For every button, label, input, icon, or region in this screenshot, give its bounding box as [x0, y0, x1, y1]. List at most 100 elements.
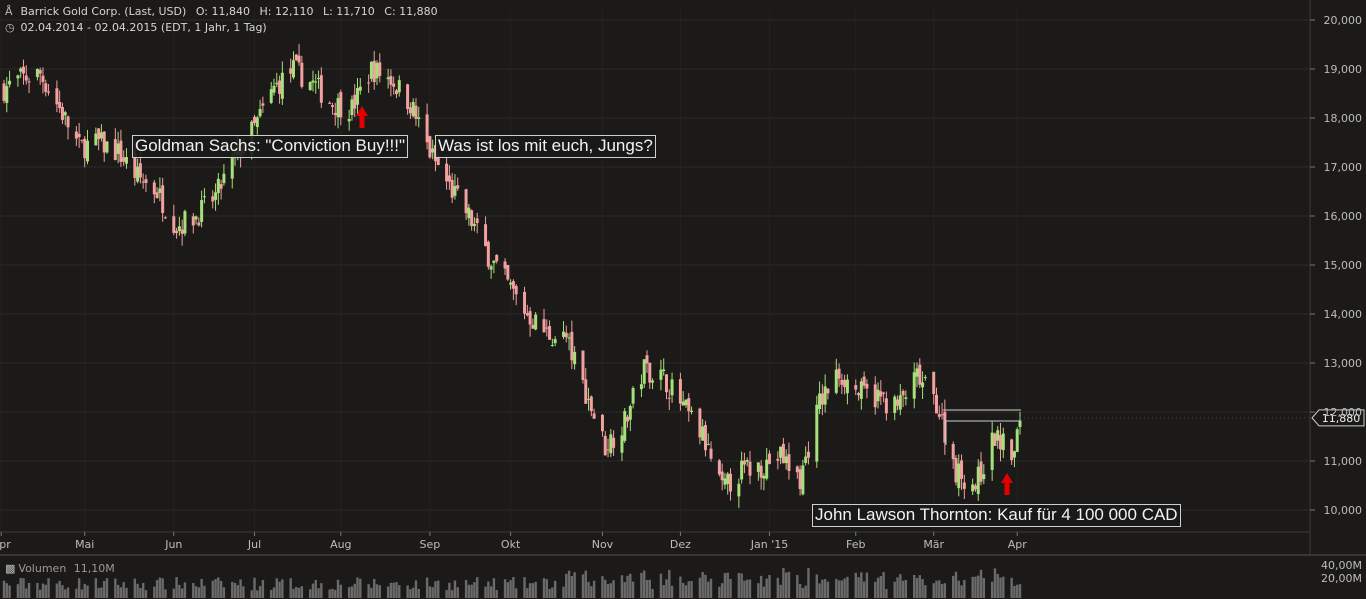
x-tick-label: Apr	[0, 538, 11, 551]
candle-body	[639, 384, 643, 390]
annotation-goldman[interactable]: Goldman Sachs: "Conviction Buy!!!"	[132, 135, 409, 158]
candle-body	[397, 80, 401, 93]
volume-bar	[509, 580, 512, 598]
candle-body	[759, 465, 763, 478]
volume-bar	[893, 581, 896, 598]
candle-body	[211, 196, 215, 202]
volume-bar	[489, 586, 493, 598]
volume-bar	[328, 589, 331, 598]
candle-body	[200, 200, 204, 222]
volume-bar	[626, 575, 629, 598]
candle-body	[94, 133, 98, 146]
volume-bar	[281, 579, 284, 598]
candle-body	[8, 80, 12, 85]
candle-body	[152, 182, 156, 195]
volume-bar	[874, 581, 877, 598]
volume-bar	[1016, 584, 1019, 598]
candle-body	[645, 355, 649, 364]
volume-bar	[58, 580, 61, 598]
candle-body	[854, 385, 858, 390]
candle-body	[80, 139, 84, 141]
volume-bar	[684, 585, 688, 598]
volume-bar	[36, 582, 39, 598]
volume-title: Volumen	[18, 562, 67, 575]
volume-bar	[136, 583, 139, 598]
volume-bar	[203, 585, 206, 598]
candle-body	[311, 80, 315, 83]
volume-label: ▩ Volumen 11,10M	[5, 562, 115, 575]
candle-body	[779, 446, 783, 458]
volume-bar	[818, 583, 821, 598]
volume-bar	[392, 582, 395, 598]
clock-icon: ◷	[5, 21, 15, 34]
volume-bar	[125, 587, 128, 598]
volume-bar	[445, 589, 448, 598]
candle-body	[19, 68, 23, 72]
volume-bar	[854, 572, 857, 598]
candle-body	[202, 196, 206, 198]
candle-body	[144, 179, 148, 183]
volume-bar	[514, 588, 518, 598]
candle-body	[976, 466, 980, 495]
volume-bar	[417, 588, 420, 598]
volume-bar	[612, 580, 615, 598]
volume-bar	[960, 585, 963, 598]
annotation-thornton[interactable]: John Lawson Thornton: Kauf für 4 100 000…	[812, 504, 1181, 527]
volume-bar	[977, 575, 980, 598]
candle-body	[664, 374, 668, 393]
volume-bar	[64, 589, 67, 598]
x-tick-label: Sep	[420, 538, 441, 551]
volume-bar	[990, 581, 994, 598]
candle-body	[912, 372, 916, 399]
candle-body	[74, 131, 78, 139]
candle-body	[5, 86, 9, 103]
candle-body	[898, 395, 902, 410]
volume-bar	[963, 579, 966, 598]
volume-bar	[606, 583, 610, 598]
volume-bar	[843, 578, 846, 598]
candle-body	[141, 181, 145, 183]
candle-body	[567, 337, 571, 339]
candle-body	[564, 332, 568, 338]
candle-body	[765, 459, 769, 479]
x-axis: Apr Mai Jun Jul Aug Sep Okt Nov Dez Jan '15 Feb Mär…	[0, 532, 1027, 551]
candle-body	[971, 484, 975, 492]
volume-bar	[548, 588, 551, 598]
candle-body	[703, 425, 707, 451]
candle-body	[600, 414, 604, 432]
candle-body	[628, 406, 632, 420]
candle-body	[606, 449, 610, 451]
volume-bar	[16, 584, 20, 598]
volume-bar	[339, 584, 343, 598]
candle-body	[60, 107, 64, 120]
volume-bar	[729, 578, 732, 598]
y-tick-label: 10,000	[1324, 504, 1363, 517]
candle-body	[319, 75, 323, 103]
candle-body	[328, 102, 332, 104]
candle-body	[1015, 429, 1019, 452]
volume-bar	[236, 585, 240, 598]
candle-body	[339, 92, 343, 118]
candle-body	[269, 89, 273, 103]
volume-bar	[334, 589, 337, 598]
candle-body	[720, 471, 724, 481]
volume-bars	[2, 568, 1022, 598]
candle-body	[542, 319, 546, 333]
volume-bar	[155, 580, 159, 598]
candle-body	[698, 408, 702, 438]
candle-body	[659, 369, 663, 380]
candle-body	[83, 138, 87, 159]
candlestick-series	[2, 43, 1022, 508]
volume-bar	[876, 577, 880, 598]
x-tick-label: Jul	[247, 538, 261, 551]
candle-body	[356, 88, 360, 105]
annotation-jungs[interactable]: Was ist los mit euch, Jungs?	[435, 135, 656, 158]
candle-body	[258, 108, 262, 117]
chart-overlays: 11,880	[356, 106, 1365, 495]
candle-body	[1001, 433, 1005, 451]
x-tick-label: Jan '15	[750, 538, 788, 551]
candle-body	[183, 211, 187, 234]
volume-bar	[336, 579, 340, 598]
volume-bar	[581, 574, 585, 598]
